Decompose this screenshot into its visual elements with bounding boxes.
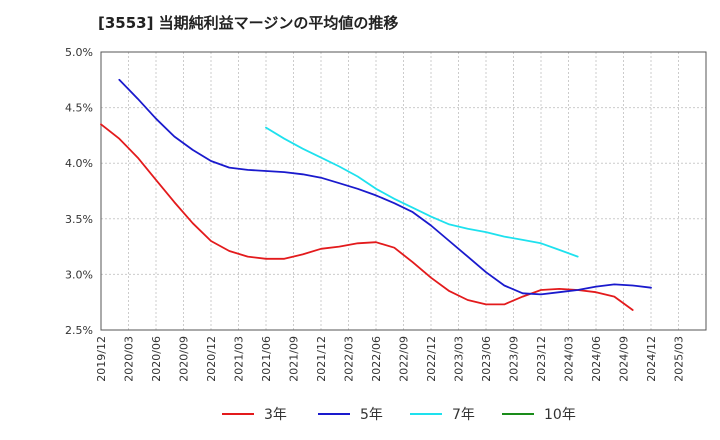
legend: 3年 5年 7年 10年	[222, 407, 576, 423]
series-line-0	[100, 123, 634, 311]
x-tick-label: 2024/12	[645, 336, 658, 382]
x-tick-label: 2022/09	[398, 336, 411, 382]
y-tick-label: 5.0%	[65, 46, 93, 59]
x-tick-label: 2020/03	[123, 336, 136, 382]
x-tick-label: 2024/09	[618, 336, 631, 382]
x-tick-label: 2021/12	[315, 336, 328, 382]
x-tick-label: 2019/12	[95, 336, 108, 382]
y-tick-label: 3.5%	[65, 213, 93, 226]
y-tick-label: 2.5%	[65, 324, 93, 337]
x-tick-label: 2020/09	[178, 336, 191, 382]
legend-label: 3年	[264, 407, 287, 423]
x-axis: 2019/12 2020/03 2020/06 2020/09 2020/12 2021/…	[95, 336, 686, 382]
x-tick-label: 2024/03	[563, 336, 576, 382]
x-tick-label: 2020/06	[150, 336, 163, 382]
y-axis: 2.5% 3.0% 3.5% 4.0% 4.5% 5.0%	[65, 46, 93, 337]
x-tick-label: 2025/03	[673, 336, 686, 382]
x-tick-label: 2023/03	[453, 336, 466, 382]
x-tick-label: 2021/03	[233, 336, 246, 382]
x-tick-label: 2022/12	[425, 336, 438, 382]
x-tick-label: 2021/09	[288, 336, 301, 382]
x-tick-label: 2022/06	[370, 336, 383, 382]
series-line-2	[265, 126, 579, 258]
plot-border	[100, 51, 707, 331]
series-layer	[100, 78, 652, 311]
y-tick-label: 4.0%	[65, 157, 93, 170]
x-tick-label: 2023/09	[508, 336, 521, 382]
legend-label: 7年	[452, 407, 475, 423]
x-tick-label: 2024/06	[590, 336, 603, 382]
grid-layer	[100, 51, 707, 331]
x-tick-label: 2020/12	[205, 336, 218, 382]
x-tick-label: 2021/06	[260, 336, 273, 382]
y-tick-label: 3.0%	[65, 268, 93, 281]
y-tick-label: 4.5%	[65, 102, 93, 115]
chart-title: [3553] 当期純利益マージンの平均値の推移	[98, 14, 399, 32]
legend-label: 10年	[544, 407, 576, 423]
legend-label: 5年	[360, 407, 383, 423]
x-tick-label: 2023/12	[535, 336, 548, 382]
series-line-1	[118, 78, 652, 296]
x-tick-label: 2022/03	[343, 336, 356, 382]
x-tick-label: 2023/06	[480, 336, 493, 382]
